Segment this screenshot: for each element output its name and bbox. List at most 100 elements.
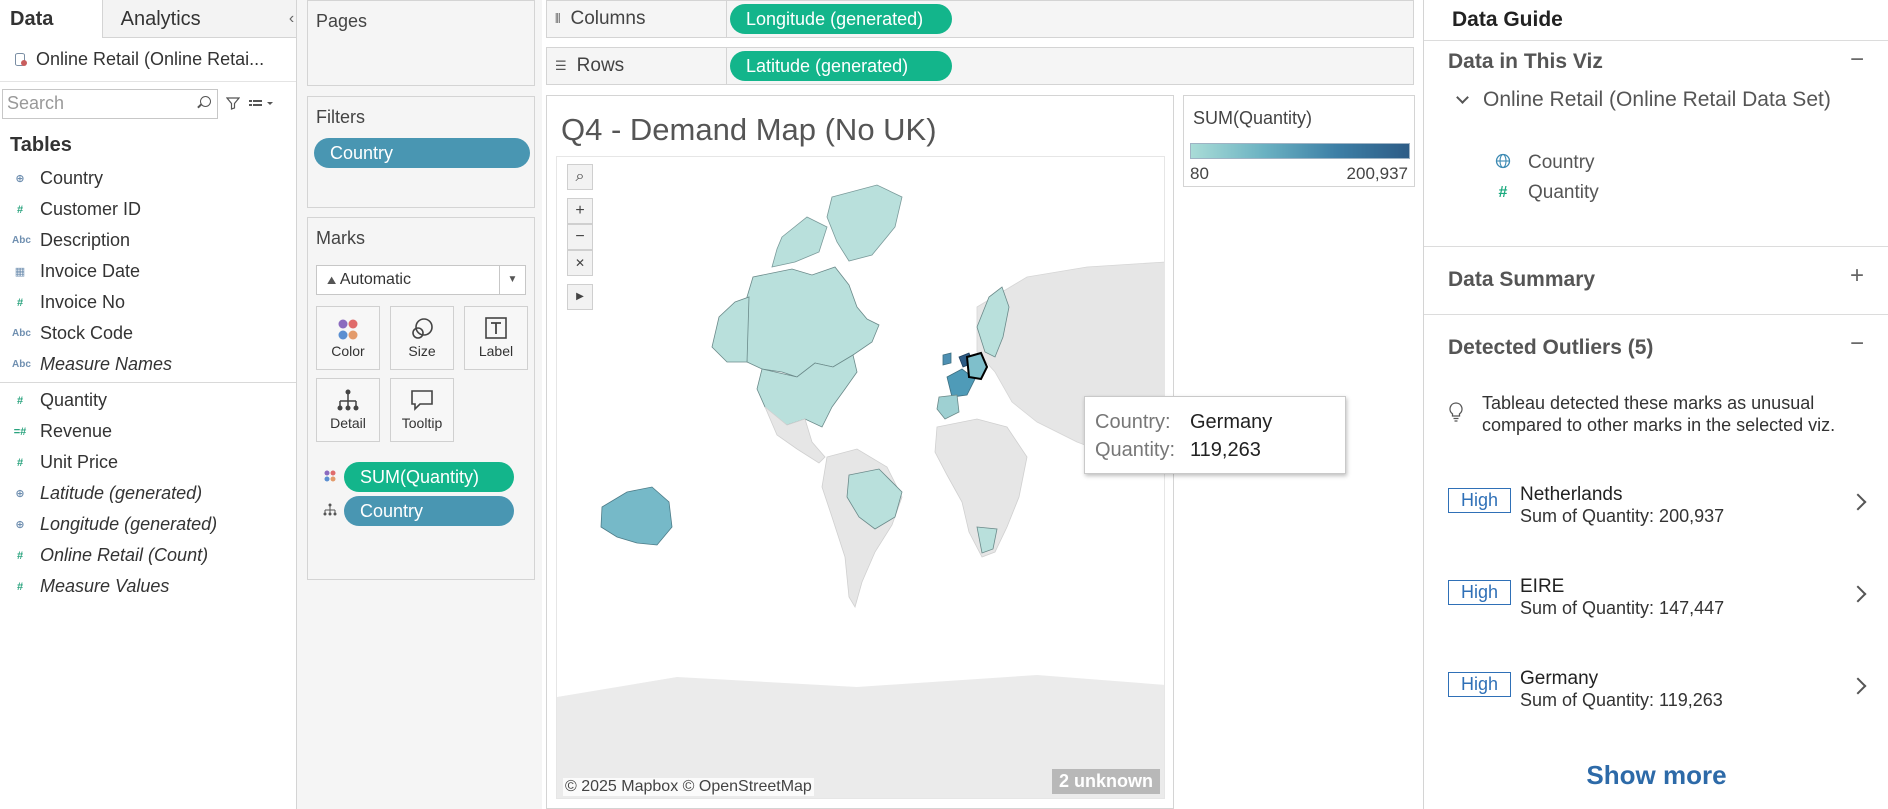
globe-icon: ⊕ [15,519,25,531]
globe-icon [1494,153,1512,174]
collapse-icon[interactable]: − [1849,330,1864,357]
field-item[interactable]: # Measure Values [0,571,296,602]
field-label: Latitude (generated) [40,483,203,503]
australia-shape [600,486,673,546]
color-legend[interactable]: SUM(Quantity) 80 200,937 [1183,95,1415,187]
field-item[interactable]: Abc Description [0,225,296,256]
label-label: Label [478,343,514,359]
mark-field-detail: Country [316,496,514,526]
canada-shape [746,266,880,378]
zoom-in-icon[interactable]: + [567,198,593,224]
lightbulb-icon [1449,402,1463,422]
field-item[interactable]: =# Revenue [0,416,296,447]
field-item[interactable]: Abc Stock Code [0,318,296,349]
pane-tabs: Data Analytics ‹ [0,0,296,38]
field-label: Measure Names [40,354,173,374]
pin-map-icon[interactable]: ✕ [567,250,593,276]
view-options-icon[interactable] [248,96,273,112]
datasource-selector[interactable]: Online Retail (Online Retai... [0,38,296,82]
size-button[interactable]: Size [390,306,454,370]
outlier-germany[interactable]: High Germany Sum of Quantity: 119,263 [1448,668,1868,728]
tooltip-quantity-row: Quantity: 119,263 [1095,439,1335,467]
outlier-value: Sum of Quantity: 147,447 [1520,598,1725,618]
outlier-name: Netherlands [1520,484,1623,505]
field-label: Online Retail (Count) [40,545,209,565]
size-icon [391,307,453,343]
zoom-out-icon[interactable]: − [567,224,593,250]
data-summary-title[interactable]: Data Summary [1448,268,1596,291]
detail-button[interactable]: Detail [316,378,380,442]
longitude-pill[interactable]: Longitude (generated) [730,4,952,34]
guide-datasource-row[interactable]: Online Retail (Online Retail Data Set) [1454,88,1831,112]
africa-shape [934,418,1028,558]
data-pane: Data Analytics ‹ Online Retail (Online R… [0,0,297,809]
field-item[interactable]: # Online Retail (Count) [0,540,296,571]
globe-icon: ⊕ [15,488,25,500]
tooltip-icon [391,379,453,415]
field-item[interactable]: ⊕ Country [0,163,296,194]
field-item[interactable]: # Quantity [0,385,296,416]
rows-icon: ☰ [555,58,567,73]
expand-tools-icon[interactable]: ▶ [567,284,593,310]
field-item[interactable]: # Customer ID [0,194,296,225]
columns-shelf[interactable]: ⫴ Columns Longitude (generated) [546,0,1414,38]
brazil-shape [846,468,903,530]
alaska-shape [711,296,750,363]
outlier-netherlands[interactable]: High Netherlands Sum of Quantity: 200,93… [1448,484,1868,544]
outlier-eire[interactable]: High EIRE Sum of Quantity: 147,447 [1448,576,1868,636]
tooltip-button[interactable]: Tooltip [390,378,454,442]
legend-min: 80 [1190,164,1209,183]
detail-icon [317,379,379,415]
pages-card[interactable]: Pages [307,0,535,86]
collapse-icon[interactable]: − [1849,46,1864,73]
tab-data[interactable]: Data [0,0,103,38]
guide-field-quantity-label: Quantity [1528,182,1599,203]
outliers-title[interactable]: Detected Outliers (5) [1448,336,1654,359]
chevron-right-icon [1849,585,1867,603]
field-item[interactable]: ⊕ Latitude (generated) [0,478,296,509]
map-search-icon[interactable]: ⌕ [567,164,593,190]
guide-field-country[interactable]: Country [1494,152,1595,174]
field-label: Revenue [40,421,113,441]
rows-label: ☰ Rows [547,48,727,84]
filter-icon[interactable] [222,96,244,113]
filters-card: Filters Country [307,96,535,208]
collapse-pane-icon[interactable]: ‹ [288,10,295,27]
search-input[interactable]: Search [2,89,218,119]
field-item[interactable]: ⊕ Longitude (generated) [0,509,296,540]
color-button[interactable]: Color [316,306,380,370]
mark-type-icon: ⛰ [327,275,337,287]
color-icon [317,307,379,343]
map[interactable]: ⌕ + − ✕ ▶ © 2025 Mapbox © OpenStreetMap … [556,156,1165,799]
show-more-link[interactable]: Show more [1586,760,1727,790]
hash-icon: # [16,296,24,309]
expand-icon[interactable]: + [1849,262,1864,289]
mark-type-dropdown[interactable]: ⛰ Automatic ▼ [316,265,526,295]
field-item[interactable]: ▦ Invoice Date [0,256,296,287]
outlier-name: Germany [1520,668,1599,689]
field-item[interactable]: # Unit Price [0,447,296,478]
field-item[interactable]: Abc Measure Names [0,349,296,380]
tooltip-country-row: Country: Germany [1095,411,1335,439]
guide-field-quantity[interactable]: # Quantity [1494,182,1599,204]
latitude-pill[interactable]: Latitude (generated) [730,51,952,81]
field-label: Measure Values [40,576,170,596]
tab-analytics[interactable]: Analytics [120,8,201,30]
search-row: Search [0,82,296,126]
country-detail-pill[interactable]: Country [344,496,514,526]
unknown-indicator[interactable]: 2 unknown [1052,769,1160,794]
columns-text: Columns [570,8,646,29]
calc-hash-icon: =# [13,425,27,438]
map-attribution: © 2025 Mapbox © OpenStreetMap [563,778,814,796]
south-africa-shape [976,526,998,554]
field-item[interactable]: # Invoice No [0,287,296,318]
label-button[interactable]: Label [464,306,528,370]
arctic-islands-shape [771,216,828,268]
tooltip-quantity-key: Quantity: [1095,439,1176,461]
search-placeholder: Search [7,93,65,113]
rows-shelf[interactable]: ☰ Rows Latitude (generated) [546,47,1414,85]
sum-quantity-pill[interactable]: SUM(Quantity) [344,462,514,492]
filter-pill-country[interactable]: Country [314,138,530,168]
data-in-viz-title[interactable]: Data in This Viz [1448,50,1603,73]
mark-field-color: SUM(Quantity) [316,462,514,492]
